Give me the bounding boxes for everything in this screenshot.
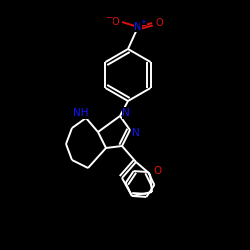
Text: −: − xyxy=(105,12,113,22)
Text: O: O xyxy=(153,166,161,176)
Text: NH: NH xyxy=(73,108,89,118)
Text: O: O xyxy=(155,18,163,28)
Text: N: N xyxy=(122,108,130,118)
Text: +: + xyxy=(140,19,146,25)
Text: N: N xyxy=(134,22,142,32)
Text: O: O xyxy=(111,17,119,27)
Text: N: N xyxy=(132,128,140,138)
